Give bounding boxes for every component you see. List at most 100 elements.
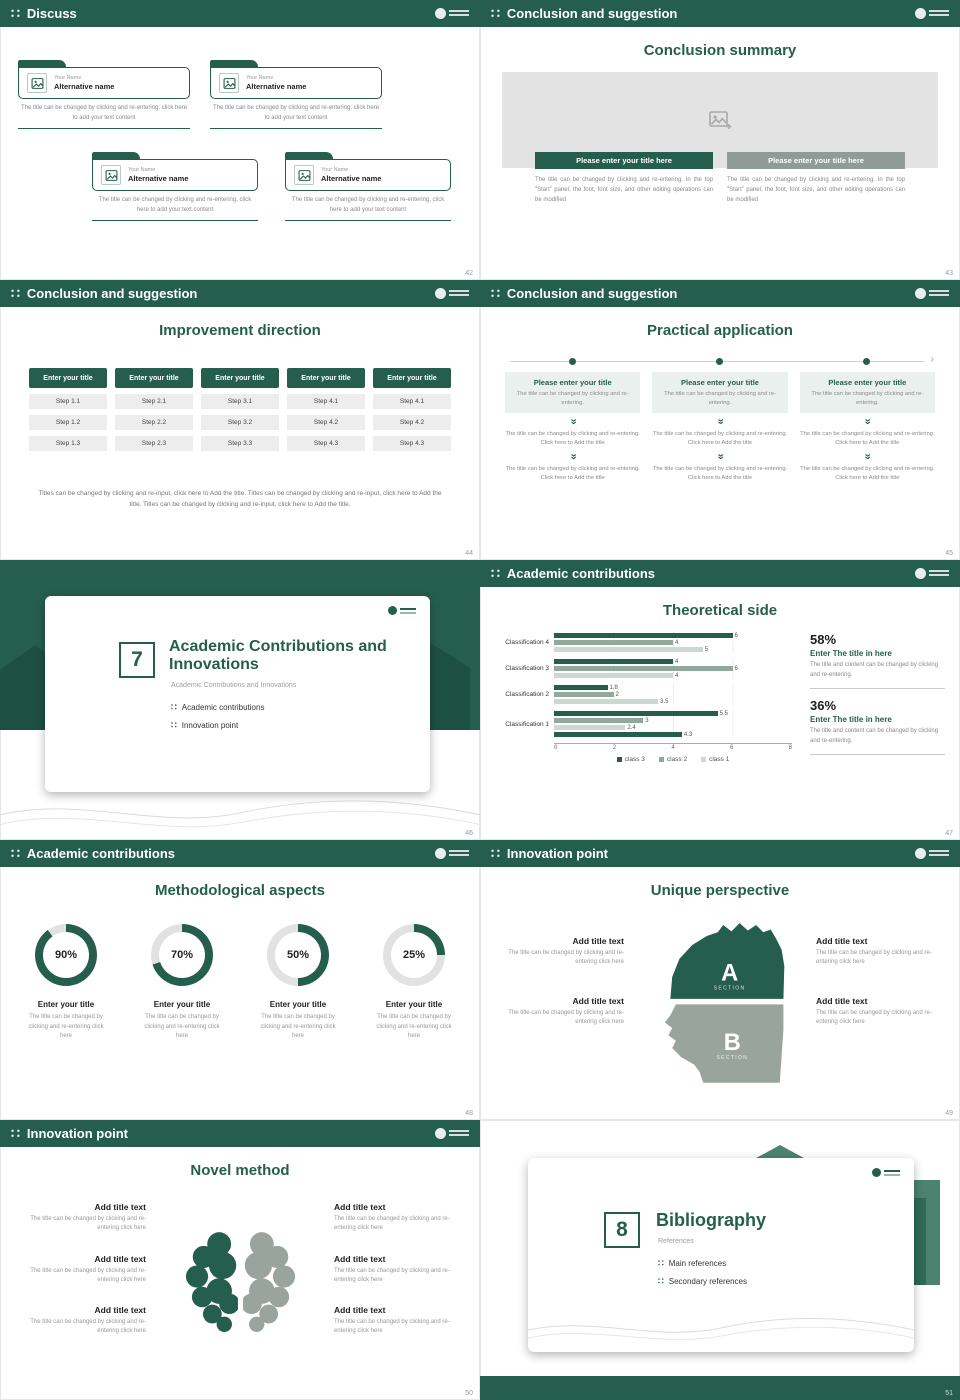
slide-title: Improvement direction	[159, 322, 321, 339]
discuss-card[interactable]: Your Name Alternative name The title can…	[18, 60, 190, 130]
discuss-card[interactable]: Your Name Alternative name The title can…	[92, 152, 258, 222]
step-box[interactable]: Step 4.3	[287, 436, 365, 451]
enter-your-title-button[interactable]: Enter your title	[29, 368, 107, 388]
chart-bar-row: 6	[554, 632, 792, 639]
step-box[interactable]: Step 4.1	[287, 394, 365, 409]
folder-tab	[92, 152, 140, 159]
slide-46-section-academic-contributions[interactable]: 7 Academic Contributions and Innovations…	[0, 560, 480, 840]
donut-body: The title can be changed by clicking and…	[144, 1014, 220, 1040]
chart-group: Classification 2 1.8 2 3.5	[492, 684, 792, 705]
annotation-body: The title can be changed by clicking and…	[30, 1267, 146, 1283]
add-title-text[interactable]: Add title text	[334, 1253, 386, 1264]
practical-column: Please enter your title The title can be…	[505, 372, 641, 483]
section-bullet[interactable]: ∷ Main references	[658, 1258, 747, 1269]
title-box[interactable]: Please enter your title The title can be…	[799, 372, 935, 414]
page-number: 45	[945, 550, 953, 557]
step-box[interactable]: Step 2.2	[115, 415, 193, 430]
card-body: The title can be changed by clicking and…	[92, 196, 258, 222]
chart-legend-item: class 1	[701, 756, 729, 763]
section-bullet[interactable]: ∷ Academic contributions	[171, 702, 264, 713]
step-box[interactable]: Step 3.1	[201, 394, 279, 409]
step-box[interactable]: Step 4.3	[373, 436, 451, 451]
stat-title[interactable]: Enter The title in here	[810, 714, 892, 724]
donut-title[interactable]: Enter your title	[37, 1000, 95, 1009]
donut-chart: 90% Enter your title The title can be ch…	[14, 924, 118, 1042]
slide-title: Methodological aspects	[154, 882, 326, 899]
step-box[interactable]: Step 1.1	[29, 394, 107, 409]
slide-header: ∷ Innovation point	[480, 840, 960, 867]
legend-swatch	[658, 757, 664, 762]
slide-42-discuss[interactable]: ∷ Discuss Your Name Alternative name The…	[0, 0, 480, 280]
add-title-text[interactable]: Add title text	[334, 1202, 386, 1212]
section-bullet[interactable]: ∷ Innovation point	[171, 720, 264, 731]
add-title-text[interactable]: Add title text	[94, 1253, 146, 1264]
stat-percent: 58%	[810, 632, 837, 647]
slide-47-theoretical-side[interactable]: ∷ Academic contributions Theoretical sid…	[480, 560, 960, 840]
bar-chart: Classification 4 6 4 5 Classification 3 4 6 4 Cl…	[492, 632, 792, 763]
donut-title[interactable]: Enter your title	[385, 1000, 443, 1009]
chart-bar	[554, 640, 673, 645]
chart-axis-tick: 4	[671, 745, 675, 751]
stat-title[interactable]: Enter The title in here	[810, 649, 892, 658]
title-box[interactable]: Please enter your title The title can be…	[652, 372, 788, 414]
donut-body: The title can be changed by clicking and…	[376, 1014, 452, 1040]
stat-block: 36% Enter The title in here The title an…	[810, 698, 945, 755]
section-bullet[interactable]: ∷ Secondary references	[658, 1276, 747, 1287]
slide-header: ∷ Conclusion and suggestion	[0, 280, 480, 307]
title-box[interactable]: Please enter your title The title can be…	[505, 372, 641, 414]
slide-51-section-bibliography[interactable]: 8 Bibliography References ∷ Main referen…	[480, 1120, 960, 1400]
donut-title[interactable]: Enter your title	[269, 1000, 327, 1009]
head-silhouette-graphic: A SECTION B SECTION	[664, 923, 785, 1083]
slide-44-improvement-direction[interactable]: ∷ Conclusion and suggestion Improvement …	[0, 280, 480, 560]
page-number: 44	[465, 550, 473, 557]
enter-your-title-button[interactable]: Enter your title	[373, 368, 451, 388]
donut-body: The title can be changed by clicking and…	[260, 1014, 336, 1040]
grid-dots-icon: ∷	[491, 845, 500, 861]
add-title-text[interactable]: Add title text	[572, 936, 624, 946]
step-box[interactable]: Step 4.2	[373, 415, 451, 430]
step-box[interactable]: Step 2.1	[115, 394, 193, 409]
step-box[interactable]: Step 3.2	[201, 415, 279, 430]
add-title-text[interactable]: Add title text	[334, 1305, 386, 1316]
enter-your-title-button[interactable]: Enter your title	[201, 368, 279, 388]
donut-title[interactable]: Enter your title	[153, 1000, 211, 1009]
step-box[interactable]: Step 4.2	[287, 415, 365, 430]
step-box[interactable]: Step 1.3	[29, 436, 107, 451]
practical-column: Please enter your title The title can be…	[652, 372, 788, 483]
chart-legend-item: class 2	[658, 756, 687, 763]
legend-swatch	[701, 757, 707, 762]
donut-body: The title can be changed by clicking and…	[28, 1014, 104, 1040]
slide-45-practical-application[interactable]: ∷ Conclusion and suggestion Practical ap…	[480, 280, 960, 560]
column-subtitle: The title can be changed by clicking and…	[516, 391, 629, 406]
slide-50-novel-method[interactable]: ∷ Innovation point Novel method Add titl…	[0, 1120, 480, 1400]
title-bar[interactable]: Please enter your title here	[535, 152, 713, 169]
title-bar[interactable]: Please enter your title here	[727, 152, 905, 169]
slide-49-unique-perspective[interactable]: ∷ Innovation point Unique perspective A …	[480, 840, 960, 1120]
donut-ring: 90%	[35, 924, 97, 986]
card-your-name: Your Name	[128, 167, 156, 173]
step-box[interactable]: Step 2.3	[115, 436, 193, 451]
step-box[interactable]: Step 4.1	[373, 394, 451, 409]
slide-header: ∷ Academic contributions	[480, 560, 960, 587]
annotation-item: Add title text The title can be changed …	[14, 1254, 146, 1286]
add-title-text[interactable]: Add title text	[816, 995, 868, 1006]
slide-48-methodological-aspects[interactable]: ∷ Academic contributions Methodological …	[0, 840, 480, 1120]
add-title-text[interactable]: Add title text	[94, 1202, 146, 1212]
add-title-text[interactable]: Add title text	[94, 1305, 146, 1316]
add-title-text[interactable]: Add title text	[572, 995, 624, 1006]
slide-header: ∷ Discuss	[0, 0, 480, 27]
card-header: Your Name Alternative name	[18, 67, 190, 99]
university-logo	[435, 288, 469, 299]
discuss-card[interactable]: Your Name Alternative name The title can…	[285, 152, 451, 222]
slide-header-title: Academic contributions	[506, 566, 655, 581]
card-names: Your Name Alternative name	[321, 167, 381, 183]
section-a-label: SECTION	[714, 986, 746, 992]
discuss-card[interactable]: Your Name Alternative name The title can…	[210, 60, 382, 130]
enter-your-title-button[interactable]: Enter your title	[287, 368, 365, 388]
add-title-text[interactable]: Add title text	[816, 936, 868, 946]
enter-your-title-button[interactable]: Enter your title	[115, 368, 193, 388]
slide-43-conclusion-summary[interactable]: ∷ Conclusion and suggestion Conclusion s…	[480, 0, 960, 280]
footer-note: Titles can be changed by clicking and re…	[38, 490, 442, 509]
step-box[interactable]: Step 1.2	[29, 415, 107, 430]
step-box[interactable]: Step 3.3	[201, 436, 279, 451]
